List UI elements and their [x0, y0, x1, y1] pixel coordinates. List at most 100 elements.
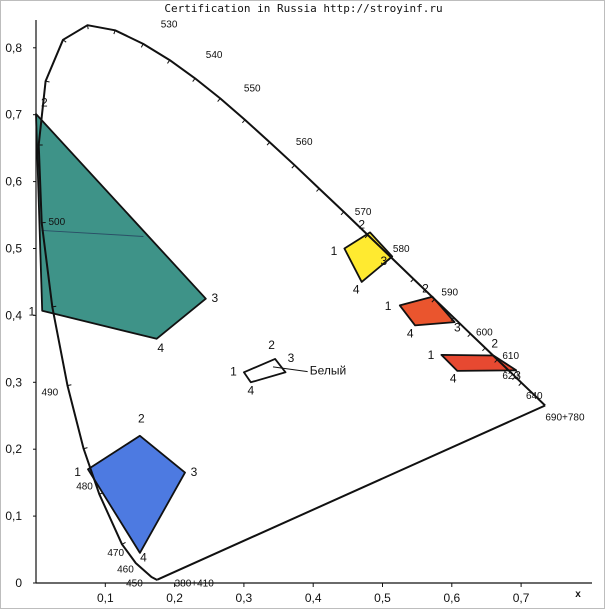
y-tick-label: 0,6 [5, 175, 22, 189]
gamut-polygon-1 [35, 113, 207, 340]
locus-tick [266, 141, 271, 146]
vertex-label: 2 [422, 282, 429, 296]
y-tick-label: 0,2 [5, 442, 22, 456]
x-tick-label: 0,5 [374, 591, 391, 605]
y-tick-label: 0 [15, 576, 22, 590]
locus-tick [62, 39, 67, 43]
vertex-label: 4 [157, 341, 164, 355]
vertex-label: 3 [288, 351, 295, 365]
locus-tick [340, 211, 345, 216]
wavelength-label: 640 [526, 391, 543, 402]
white-region-label: Белый [310, 363, 346, 377]
x-tick-label: 0,2 [166, 591, 183, 605]
vertex-label: 2 [358, 217, 365, 231]
locus-tick [99, 492, 104, 495]
wavelength-label: 530 [161, 20, 178, 31]
y-tick-label: 0,8 [5, 41, 22, 55]
green-region-divider [41, 229, 144, 237]
vertex-label: 4 [450, 371, 457, 385]
vertex-label: 3 [514, 369, 521, 383]
wavelength-label: 460 [117, 564, 134, 575]
locus-tick [410, 278, 414, 283]
x-tick-label: 0,1 [97, 591, 114, 605]
locus-tick [431, 298, 435, 303]
y-tick-label: 0,5 [5, 242, 22, 256]
locus-tick [52, 305, 57, 308]
wavelength-label: 590 [441, 287, 458, 298]
vertex-label: 2 [138, 411, 145, 425]
locus-tick [494, 359, 498, 363]
wavelength-label: 690+780 [545, 412, 585, 423]
x-tick-label: 0,6 [443, 591, 460, 605]
wavelength-label: 570 [355, 207, 372, 218]
locus-tick [140, 43, 144, 48]
locus-tick [316, 188, 320, 192]
purple-line [156, 404, 546, 581]
gamut-polygon-4 [398, 295, 456, 327]
vertex-label: 1 [74, 465, 81, 479]
wavelength-label: 490 [42, 388, 59, 399]
wavelength-label: 540 [206, 50, 223, 61]
wavelength-label: 560 [296, 137, 313, 148]
x-tick-label: 0,3 [236, 591, 253, 605]
vertex-label: 3 [454, 320, 461, 334]
locus-tick [364, 234, 369, 239]
locus-tick [512, 376, 516, 380]
vertex-label: 1 [331, 244, 338, 258]
locus-tick [482, 347, 486, 352]
wavelength-label: 620 [502, 371, 519, 382]
locus-tick [518, 382, 522, 386]
wavelength-label: 550 [244, 83, 261, 94]
vertex-label: 2 [41, 96, 48, 110]
y-tick-label: 0,4 [5, 308, 22, 322]
wavelength-label: 500 [48, 217, 65, 228]
wavelength-label: 610 [502, 351, 519, 362]
locus-tick [121, 542, 126, 545]
wavelength-label: 600 [476, 327, 493, 338]
locus-tick [45, 80, 50, 83]
wavelength-label: 480 [76, 481, 93, 492]
x-tick-label: 0,7 [513, 591, 530, 605]
y-tick-label: 0,7 [5, 108, 22, 122]
wavelength-label: 450 [126, 578, 143, 589]
locus-tick [113, 30, 116, 35]
vertex-label: 4 [407, 326, 414, 340]
white-leader-line [272, 366, 308, 373]
locus-tick [192, 78, 196, 82]
vertex-label: 4 [140, 551, 147, 565]
locus-tick [388, 257, 392, 261]
locus-tick [86, 25, 89, 30]
vertex-label: 4 [247, 383, 254, 397]
x-axis-label: x [575, 589, 581, 600]
source-header: Certification in Russia http://stroyinf.… [164, 2, 443, 15]
locus-tick [67, 384, 72, 387]
gamut-polygon-2 [87, 434, 186, 554]
vertex-label: 3 [381, 254, 388, 268]
locus-tick [467, 333, 471, 338]
y-tick-label: 0,1 [5, 509, 22, 523]
vertex-label: 1 [428, 348, 435, 362]
gamut-polygon-6 [242, 357, 287, 384]
locus-tick [450, 317, 455, 321]
vertex-label: 3 [211, 291, 218, 305]
wavelength-label: 470 [107, 548, 124, 559]
wavelength-label: 580 [393, 244, 410, 255]
locus-tick [83, 447, 88, 450]
vertex-label: 1 [230, 365, 237, 379]
locus-tick [504, 368, 508, 373]
locus-tick [291, 164, 295, 169]
vertex-label: 4 [353, 282, 360, 296]
gamut-polygon-3 [343, 231, 394, 283]
vertex-label: 2 [268, 338, 275, 352]
y-tick-label: 0,3 [5, 375, 22, 389]
locus-tick [241, 119, 246, 124]
vertex-label: 1 [385, 299, 392, 313]
locus-tick [217, 98, 221, 102]
vertex-label: 2 [491, 337, 498, 351]
vertex-label: 3 [191, 465, 198, 479]
x-tick-label: 0,4 [305, 591, 322, 605]
wavelength-label: 380+410 [175, 578, 215, 589]
locus-tick [167, 59, 171, 64]
